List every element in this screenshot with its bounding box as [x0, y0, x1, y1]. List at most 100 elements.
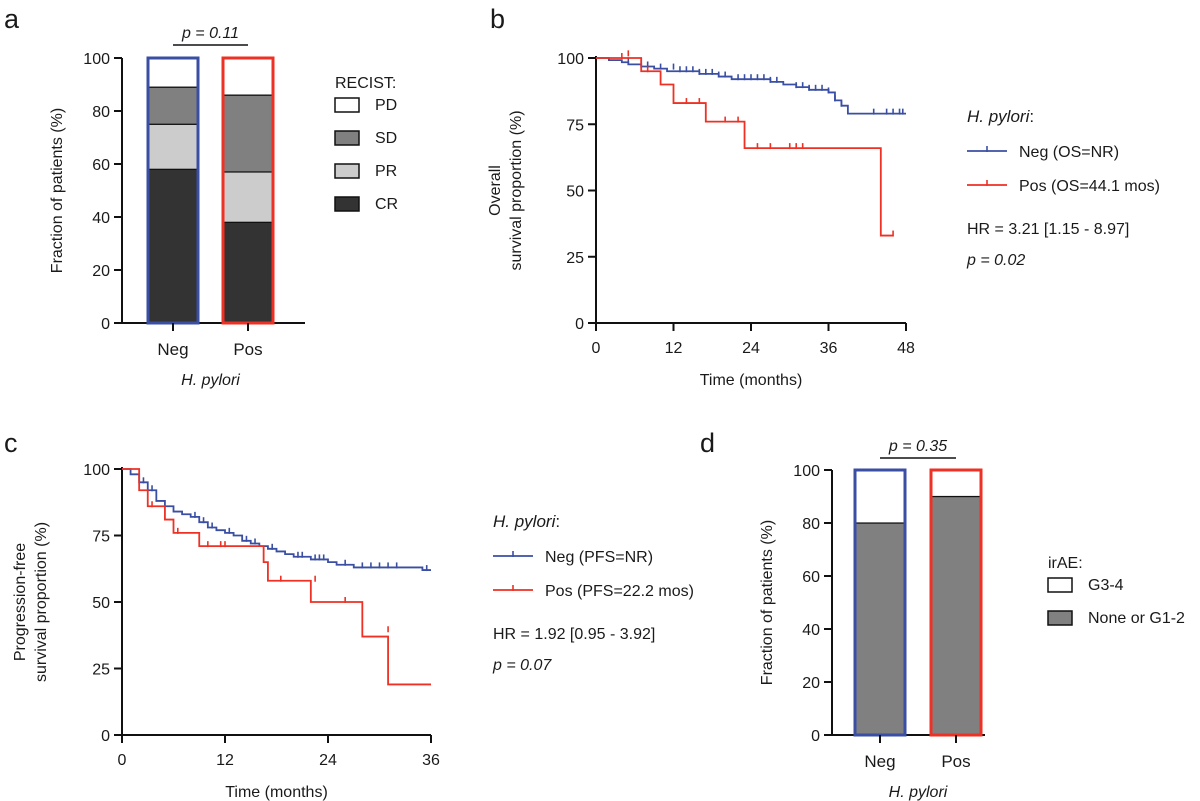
legend-swatch-cr — [334, 196, 360, 212]
y-axis-label: Fraction of patients (%) — [49, 108, 66, 273]
hazard-ratio: HR = 3.21 [1.15 - 8.97] — [967, 221, 1129, 238]
legend-label: None or G1-2 — [1088, 610, 1185, 627]
x-tick-label: Neg — [157, 340, 188, 359]
p-value: p = 0.11 — [181, 25, 239, 42]
legend-swatch-pr — [334, 163, 360, 179]
y-tick-label: 100 — [557, 51, 584, 68]
km-curve-neg — [596, 57, 906, 115]
legend-title-colon: : — [1029, 107, 1034, 126]
hazard-ratio: HR = 1.92 [0.95 - 3.92] — [493, 626, 655, 643]
y-tick-label: 25 — [566, 250, 584, 267]
y-tick-label: 0 — [101, 316, 110, 333]
legend-label: Pos (PFS=22.2 mos) — [545, 583, 694, 600]
y-tick-label: 100 — [83, 462, 110, 479]
legend-swatch-g3-4 — [1047, 577, 1073, 593]
panel-label-b: b — [490, 4, 505, 34]
x-axis-label: Time (months) — [225, 784, 328, 801]
x-axis-label: H. pylori — [181, 372, 240, 389]
legend-label: Pos (OS=44.1 mos) — [1019, 178, 1160, 195]
y-tick-label: 0 — [575, 316, 584, 333]
panel-a: a 0 20 40 60 80 100 Fraction of patients (%) Neg… — [4, 4, 398, 389]
legend-title: RECIST: — [335, 75, 396, 92]
x-tick-label: 24 — [319, 752, 337, 769]
legend-swatch-none-or-g1-2 — [1047, 610, 1073, 626]
bar-segment-pos-g3-4 — [930, 469, 982, 498]
bar-segment-pos-pr — [222, 171, 274, 223]
x-tick-label: 48 — [897, 340, 915, 357]
bar-segment-neg-none-or-g1-2 — [854, 522, 906, 736]
y-tick-label: 50 — [92, 595, 110, 612]
bar-segment-neg-cr — [147, 168, 199, 324]
legend-label: SD — [375, 130, 397, 147]
legend-label: Neg (PFS=NR) — [545, 549, 653, 566]
y-tick-label: 25 — [92, 662, 110, 679]
bar-segment-pos-none-or-g1-2 — [930, 495, 982, 736]
km-curve-pos — [122, 468, 431, 686]
y-tick-label: 20 — [802, 675, 820, 692]
y-axis-label: Overall survival proportion (%) — [487, 110, 525, 270]
legend-title: H. pylori: — [493, 512, 560, 531]
y-axis-label-line: Progression-free — [12, 543, 29, 661]
x-tick-label: 36 — [820, 340, 838, 357]
bar-segment-neg-sd — [147, 86, 199, 125]
panel-label-c: c — [4, 428, 18, 458]
y-tick-label: 60 — [802, 569, 820, 586]
legend-label: PR — [375, 163, 397, 180]
x-tick-label: 12 — [665, 340, 683, 357]
legend-label: Neg (OS=NR) — [1019, 144, 1119, 161]
y-tick-label: 40 — [802, 622, 820, 639]
x-axis-label: Time (months) — [700, 372, 803, 389]
y-tick-label: 0 — [811, 728, 820, 745]
p-value: p = 0.35 — [888, 438, 947, 455]
x-tick-label: Pos — [941, 752, 970, 771]
km-curve-pos — [596, 57, 894, 237]
bar-segment-neg-g3-4 — [854, 469, 906, 524]
panel-c: c 0 25 50 75 100 0 12 24 36 Time (months) Progressi… — [4, 428, 694, 801]
bar-segment-neg-pr — [147, 123, 199, 170]
legend-label: CR — [375, 196, 398, 213]
x-tick-label: Pos — [233, 340, 262, 359]
bar-segment-pos-sd — [222, 94, 274, 173]
y-tick-label: 40 — [92, 210, 110, 227]
y-axis-label: Progression-free survival proportion (%) — [12, 522, 50, 682]
y-axis-label-line: Overall — [487, 165, 504, 216]
legend-swatch-sd — [334, 130, 360, 146]
x-tick-label: 12 — [216, 752, 234, 769]
panel-d: d 0 20 40 60 80 100 Fraction of patients (%) Neg… — [700, 428, 1185, 801]
y-tick-label: 100 — [793, 463, 820, 480]
legend-label: G3-4 — [1088, 577, 1124, 594]
y-tick-label: 60 — [92, 157, 110, 174]
y-tick-label: 50 — [566, 184, 584, 201]
y-tick-label: 75 — [92, 529, 110, 546]
legend-title-italic: H. pylori — [967, 107, 1031, 126]
legend-title: H. pylori: — [967, 107, 1034, 126]
y-tick-label: 80 — [802, 516, 820, 533]
legend-label: PD — [375, 97, 397, 114]
legend-swatch-pd — [334, 97, 360, 113]
bar-segment-pos-cr — [222, 221, 274, 324]
y-axis-label: Fraction of patients (%) — [759, 520, 776, 685]
bar-segment-pos-pd — [222, 57, 274, 96]
x-tick-label: 0 — [118, 752, 127, 769]
legend-title: irAE: — [1048, 555, 1083, 572]
x-tick-label: 36 — [422, 752, 440, 769]
panel-b: b 0 25 50 75 100 0 12 24 36 48 Time (months) Overall… — [487, 4, 1160, 389]
y-tick-label: 80 — [92, 104, 110, 121]
p-value: p = 0.02 — [966, 252, 1025, 269]
x-tick-label: 24 — [742, 340, 760, 357]
y-axis-label-line: survival proportion (%) — [33, 522, 50, 682]
x-tick-label: Neg — [864, 752, 895, 771]
x-tick-label: 0 — [592, 340, 601, 357]
y-tick-label: 75 — [566, 117, 584, 134]
panel-label-d: d — [700, 428, 715, 458]
legend-title-colon: : — [555, 512, 560, 531]
y-tick-label: 100 — [83, 51, 110, 68]
bar-segment-neg-pd — [147, 57, 199, 88]
x-axis-label: H. pylori — [889, 784, 948, 801]
p-value: p = 0.07 — [492, 657, 552, 674]
y-tick-label: 0 — [101, 728, 110, 745]
y-axis-label-line: survival proportion (%) — [508, 110, 525, 270]
y-tick-label: 20 — [92, 263, 110, 280]
legend-title-italic: H. pylori — [493, 512, 557, 531]
